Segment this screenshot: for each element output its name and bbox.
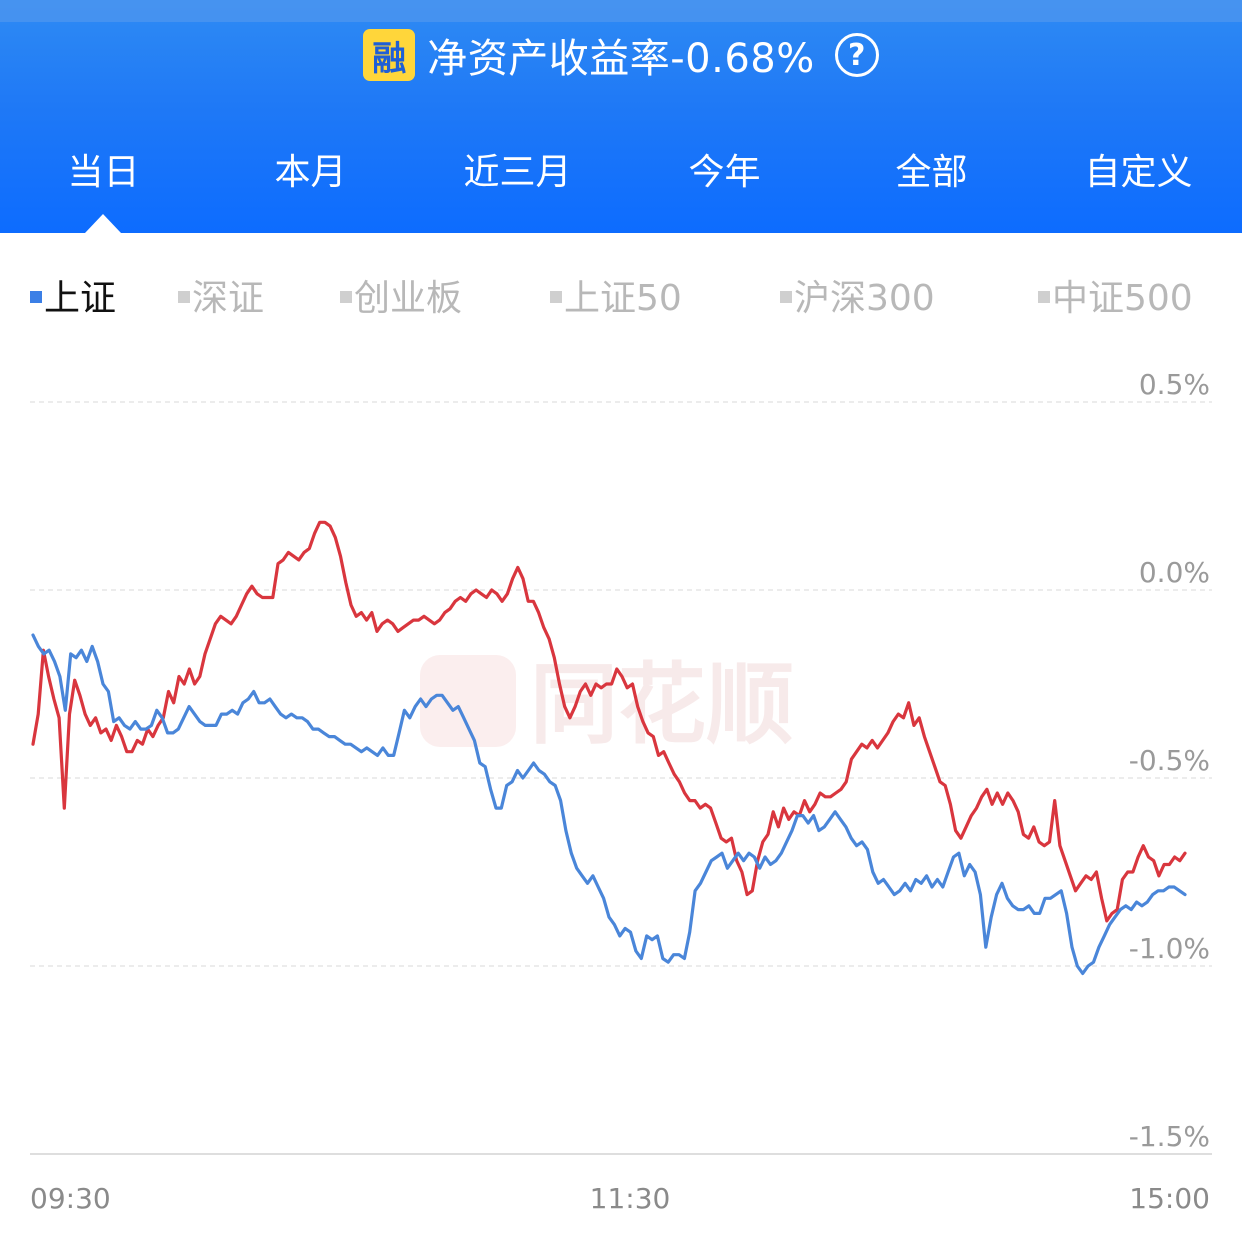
legend-square-icon	[1038, 291, 1050, 303]
index-csi300[interactable]: 沪深300	[780, 270, 935, 330]
index-label: 上证50	[564, 278, 682, 319]
chart-canvas: 同花顺 0.5% 0.0% -0.5% -1.0% -1.5% 09:30 11:30 15…	[30, 368, 1212, 1215]
tab-this-month[interactable]: 本月	[274, 152, 347, 193]
index-label: 深证	[192, 278, 265, 319]
y-tick-label: 0.5%	[1139, 368, 1210, 401]
y-tick-label: -0.5%	[1129, 744, 1210, 777]
question-circle-icon[interactable]: ?	[834, 33, 879, 77]
chart-grid	[30, 401, 1212, 1155]
chart-series	[31, 520, 1187, 976]
index-csi500[interactable]: 中证500	[1038, 270, 1193, 330]
index-label: 上证	[44, 278, 117, 319]
index-shenzhen[interactable]: 深证	[178, 270, 264, 330]
watermark-logo-icon	[420, 655, 516, 747]
watermark: 同花顺	[420, 653, 794, 756]
index-shanghai[interactable]: 上证	[30, 270, 116, 330]
legend-square-icon	[178, 291, 190, 303]
tab-custom[interactable]: 自定义	[1084, 152, 1193, 193]
x-tick-label: 09:30	[30, 1182, 111, 1215]
tab-three-months[interactable]: 近三月	[463, 152, 572, 193]
status-strip	[0, 0, 1242, 22]
index-return-line	[31, 633, 1187, 976]
tab-today[interactable]: 当日	[67, 152, 140, 193]
index-label: 中证500	[1052, 278, 1193, 319]
y-tick-label: -1.5%	[1129, 1120, 1210, 1153]
index-sse50[interactable]: 上证50	[550, 270, 682, 330]
legend-square-icon	[780, 291, 792, 303]
index-label: 创业板	[354, 278, 463, 319]
index-selector: 上证 深证 创业板 上证50 沪深300 中证500	[0, 270, 1242, 330]
y-axis-labels: 0.5% 0.0% -0.5% -1.0% -1.5%	[1129, 368, 1210, 1153]
legend-square-icon	[340, 291, 352, 303]
y-tick-label: -1.0%	[1129, 932, 1210, 965]
page-title: 净资产收益率-0.68%	[427, 36, 815, 82]
title-row: 融 净资产收益率-0.68% ?	[0, 28, 1242, 82]
x-tick-label: 15:00	[1129, 1182, 1210, 1215]
legend-square-icon	[30, 291, 42, 303]
index-label: 沪深300	[794, 278, 935, 319]
y-tick-label: 0.0%	[1139, 556, 1210, 589]
period-tabs: 当日 本月 近三月 今年 全部 自定义	[0, 140, 1242, 210]
index-chinext[interactable]: 创业板	[340, 270, 462, 330]
x-axis-labels: 09:30 11:30 15:00	[30, 1182, 1210, 1215]
active-tab-caret	[85, 214, 121, 233]
legend-square-icon	[550, 291, 562, 303]
tab-this-year[interactable]: 今年	[688, 152, 761, 193]
return-chart[interactable]: 同花顺 0.5% 0.0% -0.5% -1.0% -1.5% 09:30 11:30 15…	[0, 340, 1242, 1239]
header: 融 净资产收益率-0.68% ? 当日 本月 近三月 今年 全部 自定义	[0, 0, 1242, 233]
watermark-text: 同花顺	[530, 653, 794, 756]
tab-all[interactable]: 全部	[895, 152, 968, 193]
margin-badge-icon: 融	[363, 29, 416, 81]
portfolio-return-line	[31, 520, 1187, 923]
x-tick-label: 11:30	[590, 1182, 671, 1215]
